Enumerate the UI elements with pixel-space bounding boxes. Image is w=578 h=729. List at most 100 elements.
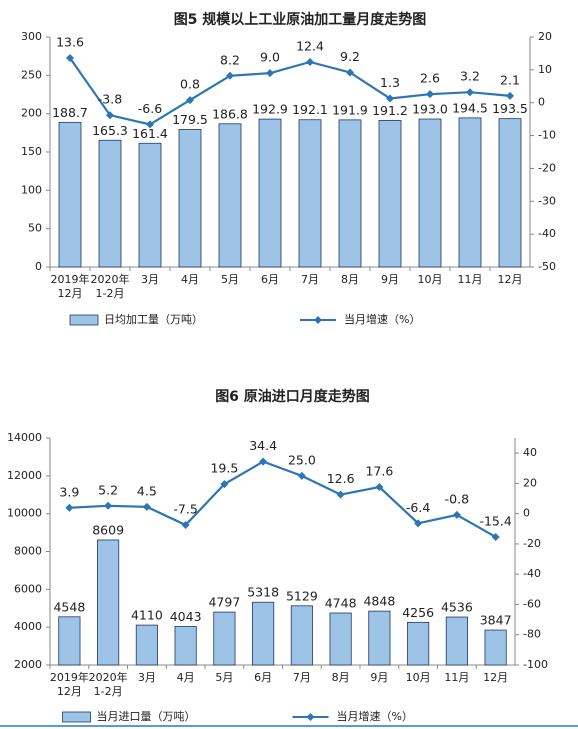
line-value-label: 0.8 <box>180 77 200 92</box>
bar-value-label: 191.2 <box>372 103 408 118</box>
line-marker <box>297 471 306 480</box>
bar <box>213 611 236 666</box>
y2-tick-label: -60 <box>523 597 541 610</box>
y2-tick-label: 20 <box>538 30 552 43</box>
legend-label: 当月增速（%） <box>344 312 420 326</box>
line-marker <box>452 510 461 519</box>
line-value-label: -6.4 <box>406 500 430 515</box>
bar-value-label: 3847 <box>480 613 512 628</box>
line-marker <box>66 54 74 63</box>
line-value-label: 5.2 <box>98 482 118 497</box>
y-tick-label: 0 <box>35 260 42 273</box>
y2-tick-label: 10 <box>538 63 552 76</box>
line-marker <box>65 503 74 512</box>
line-marker <box>186 96 194 105</box>
x-tick-label: 12月 <box>483 671 508 684</box>
bar-value-label: 4797 <box>208 595 240 610</box>
line-value-label: -6.6 <box>138 101 162 116</box>
line-marker <box>346 68 354 77</box>
x-tick-label: 4月 <box>181 273 199 286</box>
line-value-label: -7.5 <box>173 502 197 517</box>
y2-tick-label: -20 <box>538 161 556 174</box>
y-tick-label: 4000 <box>14 620 42 633</box>
bar <box>98 139 122 268</box>
line-value-label: 25.0 <box>288 452 316 467</box>
y-tick-label: 10000 <box>7 507 42 520</box>
bar-value-label: 194.5 <box>452 100 488 115</box>
legend-label: 当月进口量（万吨） <box>97 709 196 723</box>
bar <box>174 625 197 666</box>
line-value-label: 34.4 <box>249 438 277 453</box>
line-marker <box>466 88 474 97</box>
bar-value-label: 192.9 <box>252 102 288 117</box>
y-tick-label: 12000 <box>7 469 42 482</box>
x-tick-label: 11月 <box>458 273 483 286</box>
y-tick-label: 2000 <box>14 658 42 671</box>
line-marker <box>146 120 154 129</box>
bar <box>218 123 242 268</box>
bar-value-label: 192.1 <box>292 102 328 117</box>
bar-value-label: 165.3 <box>92 123 128 138</box>
legend-label: 当月增速（%） <box>337 709 413 723</box>
bar <box>329 612 352 666</box>
y-tick-label: 100 <box>21 183 42 196</box>
bar <box>458 117 482 268</box>
line-value-label: 3.9 <box>59 484 79 499</box>
x-tick-label: 10月 <box>406 671 431 684</box>
x-tick-label: 2020年 <box>91 272 130 286</box>
line-value-label: 13.6 <box>56 35 84 50</box>
line-value-label: 9.2 <box>340 49 360 64</box>
bar-value-label: 4536 <box>441 600 473 615</box>
bar <box>338 119 362 268</box>
y-tick-label: 6000 <box>14 582 42 595</box>
y-tick-label: 150 <box>21 145 42 158</box>
y2-tick-label: -40 <box>538 227 556 240</box>
bar-value-label: 4748 <box>325 596 357 611</box>
bar <box>58 121 82 268</box>
line-marker <box>106 111 114 120</box>
bar <box>445 616 468 666</box>
bar-value-label: 4043 <box>170 609 202 624</box>
x-tick-label: 11月 <box>444 671 469 684</box>
bar-value-label: 193.0 <box>412 102 448 117</box>
y-tick-label: 250 <box>21 68 42 81</box>
line-value-label: 2.1 <box>500 72 520 87</box>
x-tick-label: 8月 <box>332 671 350 684</box>
bar <box>298 119 322 268</box>
bar-value-label: 4548 <box>53 599 85 614</box>
y-tick-label: 50 <box>28 222 42 235</box>
x-tick-label: 2019年 <box>51 272 90 286</box>
y2-tick-label: -30 <box>538 194 556 207</box>
line-value-label: 8.2 <box>220 52 240 67</box>
chart-title: 图6 原油进口月度走势图 <box>215 388 370 405</box>
x-tick-label: 12月 <box>57 685 82 698</box>
line-marker <box>306 57 314 66</box>
legend-swatch <box>69 314 99 326</box>
line-marker <box>506 91 514 100</box>
bar <box>58 616 81 666</box>
y2-tick-label: 20 <box>523 476 537 489</box>
line <box>69 460 497 538</box>
bar-value-label: 188.7 <box>52 105 88 120</box>
line-value-label: 4.5 <box>137 483 157 498</box>
y2-tick-label: -80 <box>523 628 541 641</box>
bar-value-label: 193.5 <box>492 101 528 116</box>
line-marker <box>386 94 394 103</box>
y-tick-label: 200 <box>21 107 42 120</box>
bar-value-label: 179.5 <box>172 112 208 127</box>
legend-marker <box>306 713 315 721</box>
x-tick-label: 8月 <box>341 273 359 286</box>
bar <box>368 610 391 666</box>
line-marker <box>259 457 268 466</box>
line-value-label: -3.8 <box>98 92 122 107</box>
bar <box>407 621 430 666</box>
x-tick-label: 3月 <box>141 273 159 286</box>
bar-value-label: 186.8 <box>212 106 248 121</box>
y2-tick-label: -20 <box>523 537 541 550</box>
line-value-label: 17.6 <box>365 464 393 479</box>
y2-tick-label: 0 <box>523 507 530 520</box>
x-tick-label: 5月 <box>215 671 233 684</box>
bar <box>290 605 313 666</box>
y2-tick-label: -40 <box>523 567 541 580</box>
line-marker <box>336 490 345 499</box>
